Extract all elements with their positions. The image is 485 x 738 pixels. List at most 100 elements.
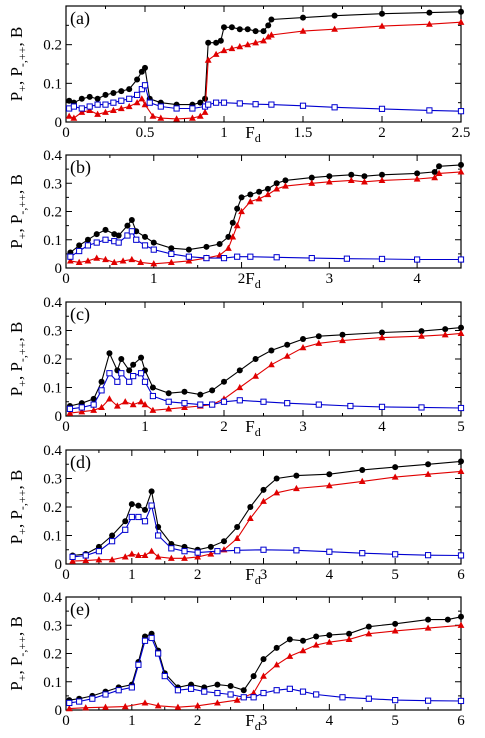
- y-tick-label: 0.2: [43, 38, 62, 54]
- data-point: [207, 543, 214, 550]
- data-point: [313, 633, 320, 640]
- data-point: [228, 24, 235, 31]
- data-point: [82, 704, 90, 711]
- data-point: [315, 401, 322, 408]
- panel-a: 0 0.5 1 1.5 2 2.5 0 0.1 0.2 (a) Fd P+, P-,++, B: [7, 5, 470, 145]
- x-tick-label: 1: [128, 713, 136, 729]
- data-point: [102, 91, 109, 98]
- data-point: [209, 387, 216, 394]
- data-point: [347, 176, 355, 184]
- data-point: [128, 228, 135, 235]
- data-point: [196, 112, 204, 119]
- data-point: [224, 244, 232, 251]
- data-point: [114, 378, 121, 385]
- data-point: [189, 105, 196, 112]
- data-point: [204, 56, 212, 63]
- data-point: [273, 489, 281, 496]
- data-point: [227, 691, 234, 698]
- data-point: [149, 112, 157, 119]
- series-triangles: [66, 168, 465, 267]
- data-point: [325, 482, 333, 489]
- data-point: [229, 233, 237, 240]
- y-tick-label: 0.3: [43, 324, 62, 340]
- data-point: [233, 534, 241, 541]
- data-point: [84, 257, 92, 264]
- data-point: [197, 391, 204, 398]
- data-point: [457, 18, 465, 25]
- data-point: [197, 401, 204, 408]
- data-point: [418, 404, 425, 411]
- y-tick-label: 0.2: [43, 647, 62, 663]
- data-point: [78, 95, 85, 102]
- data-point: [233, 222, 241, 229]
- data-point: [213, 99, 220, 106]
- data-point: [173, 105, 180, 112]
- data-point: [84, 236, 91, 243]
- y-tick-label: 0.4: [43, 443, 62, 459]
- data-point: [168, 250, 175, 257]
- data-point: [102, 691, 109, 698]
- data-point: [181, 388, 188, 395]
- data-point: [365, 695, 372, 702]
- data-point: [65, 704, 73, 712]
- data-point: [150, 246, 157, 253]
- x-axis-label: Fd: [245, 565, 260, 587]
- data-point: [90, 406, 98, 413]
- data-point: [216, 240, 223, 247]
- series-line: [70, 171, 462, 265]
- data-point: [154, 702, 162, 709]
- data-point: [260, 37, 267, 44]
- data-point: [247, 191, 254, 198]
- data-point: [197, 99, 204, 106]
- data-point: [260, 398, 267, 405]
- data-point: [361, 178, 368, 185]
- data-point: [214, 548, 221, 555]
- data-point: [207, 550, 215, 557]
- data-point: [313, 691, 320, 698]
- data-point: [413, 175, 421, 182]
- data-point: [118, 356, 125, 362]
- data-point: [102, 703, 109, 710]
- data-point: [299, 647, 307, 654]
- data-point: [130, 373, 137, 380]
- data-point: [284, 400, 291, 407]
- data-point: [431, 168, 438, 175]
- data-point: [286, 685, 293, 692]
- data-point: [339, 336, 346, 344]
- data-point: [141, 637, 149, 644]
- data-point: [119, 257, 127, 264]
- data-point: [273, 254, 280, 261]
- data-point: [212, 50, 220, 57]
- y-tick-label: 0.2: [43, 500, 62, 516]
- data-point: [141, 82, 149, 89]
- y-tick-label: 0.3: [43, 176, 62, 192]
- data-point: [247, 504, 254, 510]
- data-point: [284, 341, 291, 348]
- data-point: [268, 361, 275, 368]
- data-point: [392, 464, 399, 471]
- data-point: [84, 242, 92, 249]
- data-point: [331, 25, 338, 32]
- x-tick-label: 2: [220, 419, 228, 435]
- series-circles: [67, 161, 464, 256]
- series-circles: [66, 324, 464, 410]
- data-point: [129, 401, 137, 408]
- y-tick-label: 0.1: [43, 529, 62, 545]
- data-point: [299, 27, 307, 34]
- data-point: [234, 205, 241, 212]
- data-point: [138, 354, 145, 361]
- data-point: [141, 401, 149, 408]
- data-point: [457, 108, 465, 115]
- data-point: [128, 684, 135, 691]
- data-point: [392, 620, 399, 627]
- y-tick-label: 0.2: [43, 205, 62, 221]
- data-point: [308, 255, 315, 262]
- data-point: [98, 387, 105, 394]
- data-point: [148, 502, 155, 509]
- data-point: [90, 395, 97, 402]
- data-point: [102, 236, 109, 243]
- data-point: [220, 398, 228, 405]
- data-point: [308, 179, 316, 186]
- data-point: [102, 255, 109, 263]
- data-point: [441, 331, 449, 338]
